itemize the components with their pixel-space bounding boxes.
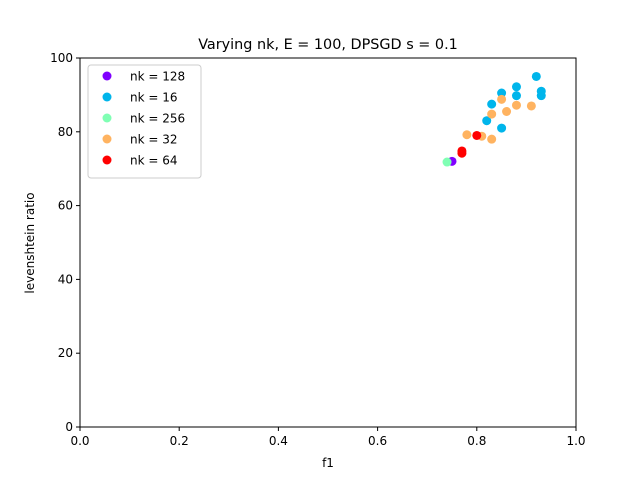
data-point-1-8 (497, 123, 507, 133)
y-tick-label: 80 (58, 125, 73, 139)
x-axis-label: f1 (322, 456, 334, 470)
x-tick-label: 0.8 (467, 434, 486, 448)
data-point-4-2 (457, 148, 467, 158)
data-point-3-4 (487, 109, 497, 119)
y-tick-label: 40 (58, 272, 73, 286)
data-point-3-3 (502, 107, 512, 117)
y-tick-label: 20 (58, 346, 73, 360)
x-tick-label: 0.4 (269, 434, 288, 448)
legend-marker (102, 134, 112, 144)
x-tick-label: 0.2 (170, 434, 189, 448)
legend-label: nk = 256 (130, 112, 185, 126)
data-point-3-0 (497, 94, 507, 104)
legend-label: nk = 128 (130, 70, 185, 84)
data-point-3-2 (526, 101, 536, 111)
x-tick-label: 0.6 (368, 434, 387, 448)
data-point-3-1 (511, 100, 521, 110)
data-point-4-0 (472, 130, 482, 140)
plot-area (442, 71, 546, 167)
data-point-3-7 (487, 134, 497, 144)
y-tick-label: 100 (50, 51, 73, 65)
legend-marker (102, 155, 112, 165)
data-point-1-5 (536, 91, 546, 101)
legend-box (87, 64, 202, 179)
data-point-1-3 (497, 88, 507, 98)
legend-label: nk = 64 (130, 154, 178, 168)
y-tick-label: 0 (65, 420, 73, 434)
y-tick-label: 60 (58, 199, 73, 213)
legend: nk = 128 nk = 16 nk = 256 nk = 32 nk = 64 (87, 64, 202, 179)
data-point-1-7 (482, 116, 492, 126)
legend-label: nk = 16 (130, 91, 178, 105)
data-point-3-5 (462, 130, 472, 140)
data-point-2-0 (442, 157, 452, 167)
x-tick-label: 0.0 (70, 434, 89, 448)
legend-marker (102, 71, 112, 81)
x-tick-label: 1.0 (566, 434, 585, 448)
y-axis-label: levenshtein ratio (23, 192, 37, 293)
axes: 0.0 0.2 0.4 0.6 0.8 1.0 0 20 40 60 80 100 (50, 51, 585, 448)
legend-marker (102, 113, 112, 123)
data-point-1-0 (531, 71, 541, 81)
data-point-1-6 (487, 99, 497, 109)
data-point-1-1 (511, 82, 521, 92)
plot-frame (79, 57, 577, 428)
data-point-1-4 (511, 91, 521, 101)
legend-marker (102, 92, 112, 102)
legend-label: nk = 32 (130, 133, 178, 147)
chart-title: Varying nk, E = 100, DPSGD s = 0.1 (198, 37, 458, 53)
